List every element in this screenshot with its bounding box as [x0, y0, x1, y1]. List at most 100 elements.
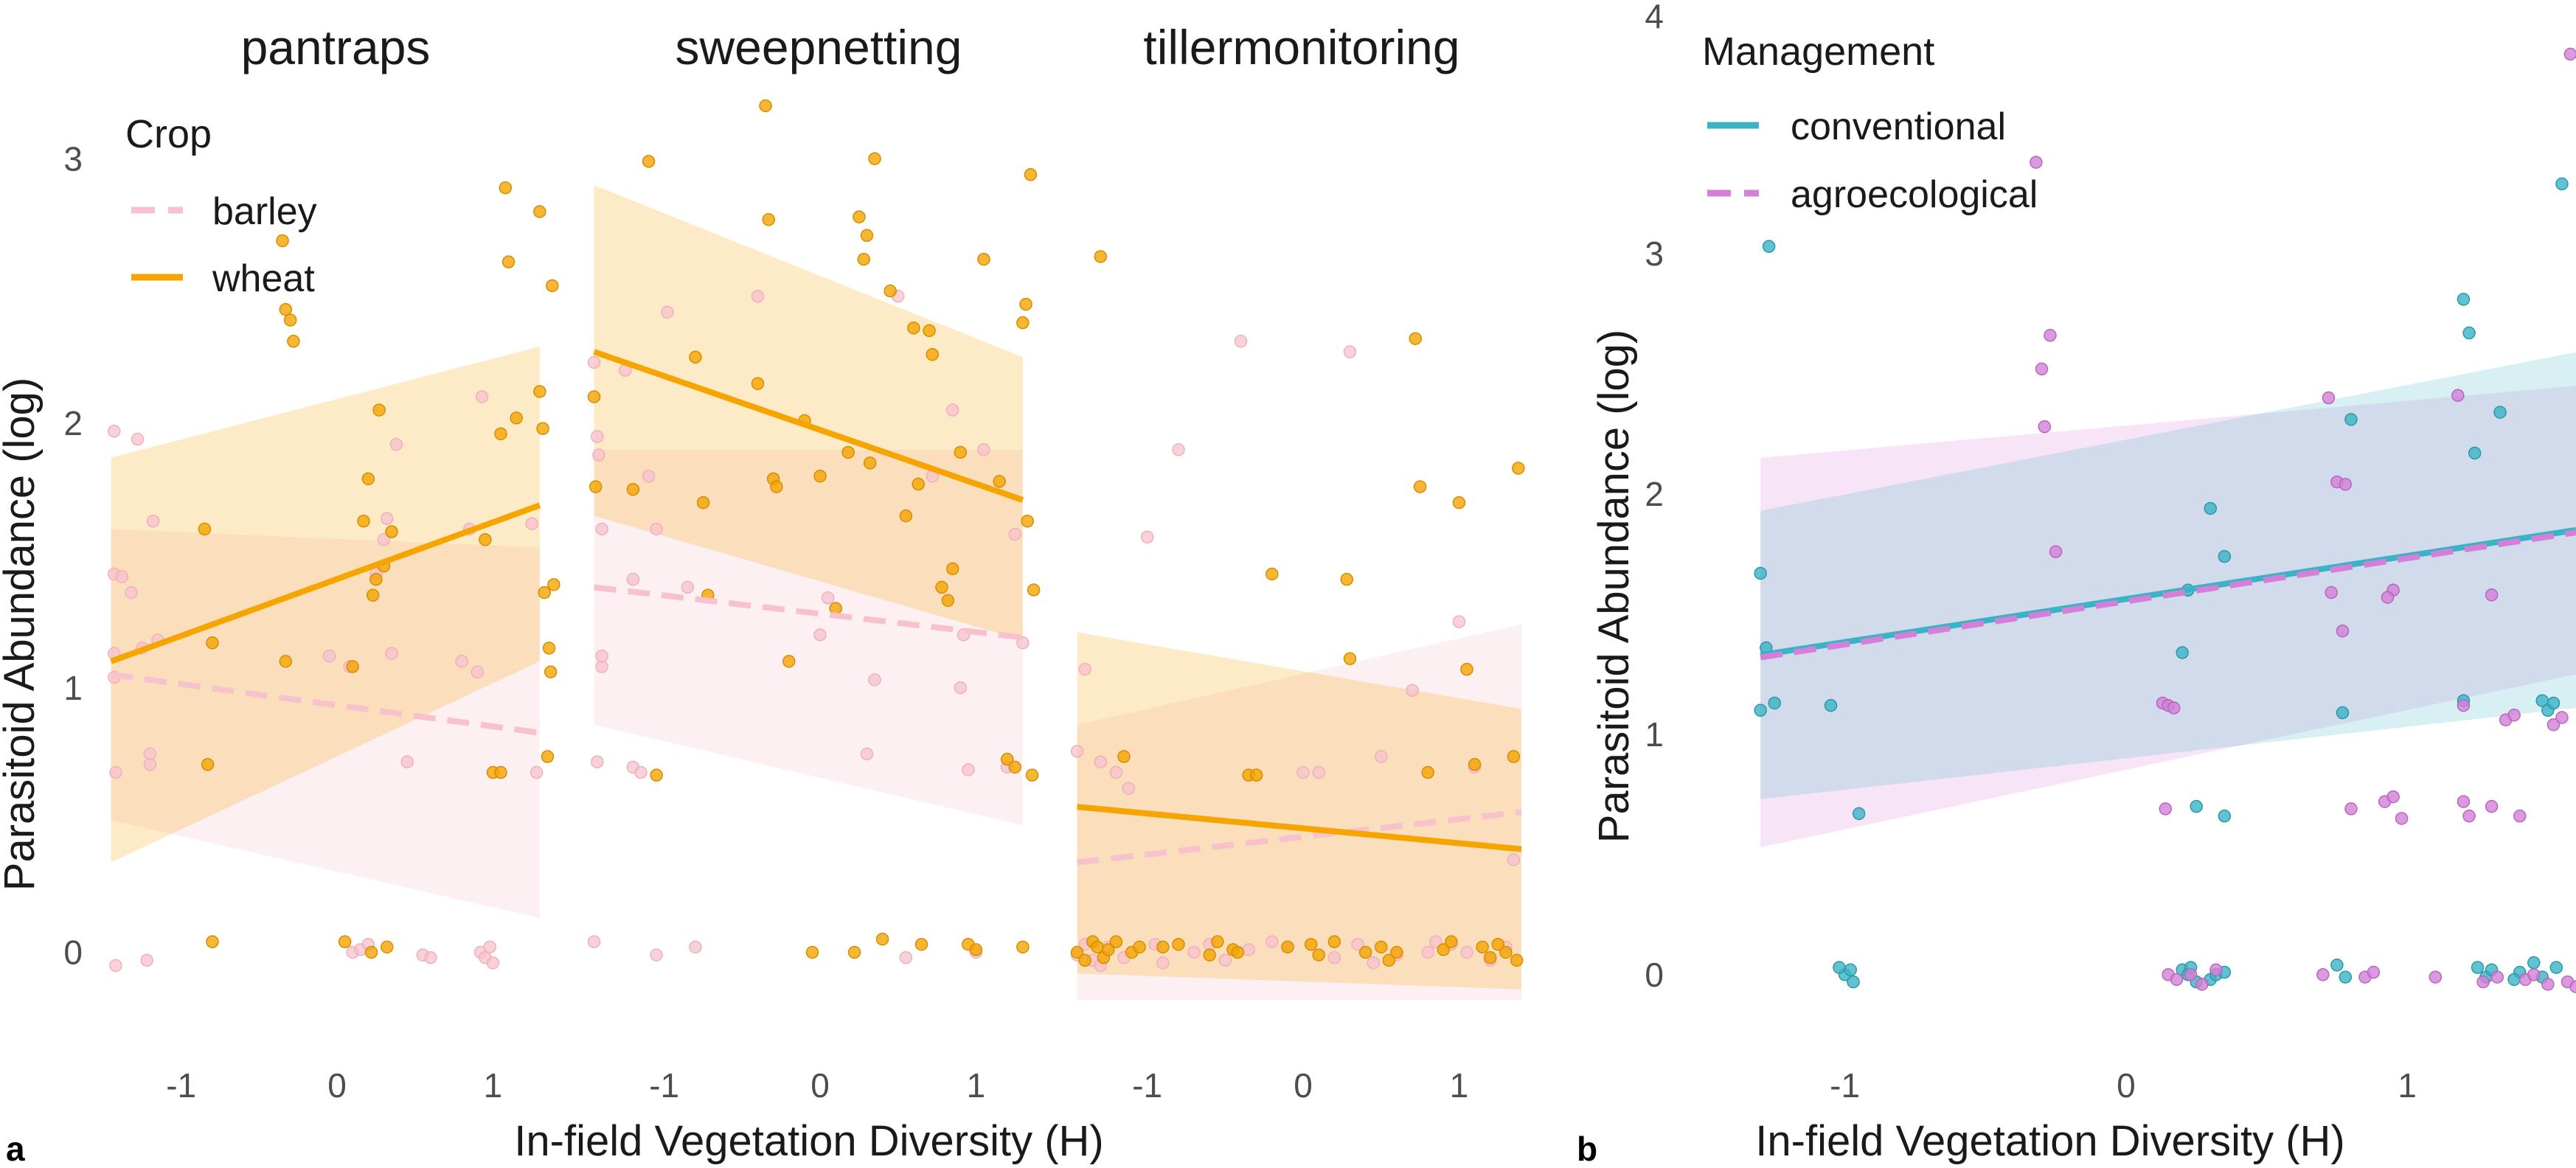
point-conventional: [2176, 646, 2189, 659]
point-sweepnetting-wheat: [926, 347, 940, 361]
point-agroecological: [2167, 701, 2181, 715]
point-pantraps-wheat: [201, 758, 215, 771]
point-sweepnetting-wheat: [759, 99, 772, 113]
point-pantraps-wheat: [541, 750, 555, 763]
point-agroecological: [2325, 585, 2339, 599]
point-tillermonitoring-wheat: [1468, 758, 1482, 771]
point-tillermonitoring-wheat: [1510, 953, 1524, 967]
point-sweepnetting-wheat: [875, 932, 889, 946]
point-pantraps-barley: [483, 940, 496, 954]
point-pantraps-wheat: [547, 578, 560, 591]
point-agroecological: [2339, 478, 2353, 491]
point-sweepnetting-wheat: [868, 152, 881, 165]
point-conventional: [2547, 696, 2561, 710]
point-pantraps-wheat: [385, 525, 398, 538]
point-sweepnetting-wheat: [1021, 514, 1034, 528]
ci-band-pantraps-barley: [111, 529, 540, 918]
point-pantraps-wheat: [364, 945, 378, 959]
point-conventional: [2468, 446, 2482, 460]
fit-line-pantraps-barley: [111, 671, 541, 736]
point-sweepnetting-wheat: [751, 377, 765, 390]
point-tillermonitoring-wheat: [1211, 935, 1224, 948]
point-pantraps-barley: [486, 956, 500, 970]
legend-label-conventional: conventional: [1791, 105, 2006, 148]
point-tillermonitoring-wheat: [1304, 937, 1318, 951]
point-tillermonitoring-barley: [1218, 953, 1232, 967]
point-tillermonitoring-wheat: [1375, 940, 1388, 954]
point-tillermonitoring-barley: [1507, 853, 1521, 866]
point-tillermonitoring-barley: [1428, 935, 1443, 948]
point-sweepnetting-wheat: [589, 480, 603, 493]
point-conventional: [2190, 799, 2203, 813]
point-sweepnetting-wheat: [941, 594, 955, 608]
point-tillermonitoring-barley: [1452, 615, 1466, 628]
point-agroecological: [2322, 391, 2336, 405]
point-agroecological: [2367, 965, 2381, 979]
panel-b-legend-title: Management: [1702, 29, 1934, 74]
point-tillermonitoring-barley: [1078, 662, 1091, 676]
point-pantraps-barley: [109, 959, 122, 973]
point-pantraps-wheat: [206, 935, 219, 948]
x-tick-label-tillermonitoring: 0: [1294, 1066, 1313, 1105]
point-sweepnetting-wheat: [689, 350, 702, 364]
point-sweepnetting-wheat: [945, 562, 959, 576]
ci-band-sweepnetting-wheat: [594, 185, 1023, 641]
point-agroecological: [2159, 802, 2173, 816]
facet-label-tillermonitoring: tillermonitoring: [1143, 20, 1459, 74]
point-conventional: [1844, 963, 1857, 977]
x-tick-label-tillermonitoring: -1: [1132, 1066, 1162, 1105]
point-pantraps-barley: [115, 570, 129, 583]
point-tillermonitoring-wheat: [1483, 950, 1497, 964]
point-agroecological: [2044, 329, 2057, 342]
point-sweepnetting-wheat: [1025, 768, 1039, 782]
panel-a: -1 0 1 -1 0 1 -1 0 1 0 1 2 3 pantraps sweepnetting t…: [0, 20, 1525, 1168]
point-conventional: [2204, 501, 2218, 515]
point-sweepnetting-wheat: [977, 252, 990, 266]
x-tick-label-pantraps: 1: [484, 1066, 503, 1105]
point-pantraps-wheat: [372, 403, 386, 417]
point-pantraps-barley: [146, 514, 160, 528]
ci-band-conventional: [1760, 352, 2576, 799]
point-tillermonitoring-wheat: [1281, 940, 1294, 954]
point-sweepnetting-barley: [595, 649, 608, 663]
point-tillermonitoring-wheat: [1491, 937, 1505, 951]
point-sweepnetting-barley: [962, 763, 975, 776]
point-conventional: [1833, 961, 1846, 974]
point-conventional: [2457, 293, 2471, 306]
panel-a-fit-lines: [110, 349, 1522, 866]
panel-b-letter: b: [1577, 1130, 1597, 1168]
point-sweepnetting-wheat: [805, 945, 819, 959]
point-conventional: [2549, 961, 2563, 974]
point-sweepnetting-barley: [587, 355, 601, 369]
ci-band-agroecological: [1760, 386, 2576, 848]
point-tillermonitoring-wheat: [1445, 935, 1458, 948]
point-pantraps-wheat: [494, 765, 507, 779]
panel-a-y-axis-title: Parasitoid Abundance (log): [0, 378, 44, 891]
point-pantraps-wheat: [533, 385, 546, 398]
point-sweepnetting-barley: [821, 591, 835, 605]
panel-b-legend: Management conventional agroecological: [1702, 29, 2038, 216]
point-conventional: [2330, 959, 2344, 972]
point-sweepnetting-wheat: [954, 445, 968, 459]
point-agroecological: [2381, 591, 2395, 604]
point-sweepnetting-barley: [977, 443, 990, 456]
point-sweepnetting-barley: [592, 448, 605, 462]
point-tillermonitoring-barley: [1156, 956, 1170, 970]
point-tillermonitoring-wheat: [1499, 945, 1513, 959]
point-sweepnetting-wheat: [770, 480, 783, 493]
panel-a-legend: Crop barley wheat: [125, 112, 317, 300]
point-sweepnetting-wheat: [912, 477, 925, 491]
point-agroecological: [2485, 799, 2499, 813]
point-agroecological: [2184, 968, 2198, 981]
legend-label-barley: barley: [212, 190, 317, 233]
panel-a-y-tick-label: 2: [63, 404, 83, 442]
point-sweepnetting-wheat: [863, 456, 877, 470]
point-conventional: [1754, 703, 1767, 717]
legend-label-agroecological: agroecological: [1791, 173, 2038, 216]
point-conventional: [1768, 696, 1782, 710]
fit-line-tillermonitoring-wheat: [1077, 804, 1522, 852]
point-pantraps-wheat: [279, 655, 293, 668]
point-sweepnetting-wheat: [935, 580, 948, 594]
point-sweepnetting-wheat: [813, 470, 827, 483]
